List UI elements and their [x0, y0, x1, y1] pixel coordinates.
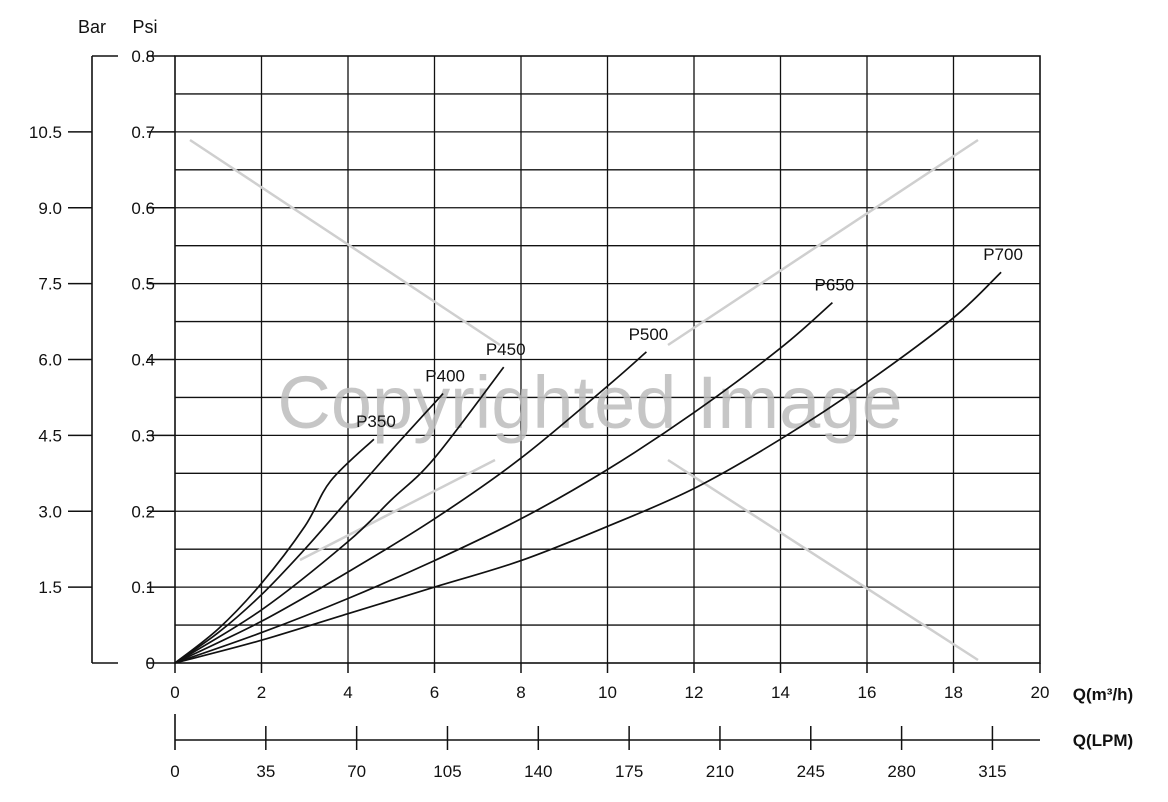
x-tick-label: 8 — [516, 683, 525, 702]
bar-axis-unit: Bar — [78, 17, 106, 37]
x-tick-label: 10 — [598, 683, 617, 702]
series-line-p450 — [174, 366, 505, 664]
series-label-p700: P700 — [983, 245, 1023, 264]
watermark-stroke — [189, 138, 501, 347]
psi-tick-label: 0.6 — [131, 199, 155, 218]
series-line-p400 — [174, 393, 444, 664]
x-tick-label: 12 — [685, 683, 704, 702]
psi-tick-label: 0.4 — [131, 351, 155, 370]
lpm-tick-label: 175 — [615, 762, 643, 781]
x-axis-title-flow: Q(m³/h) — [1073, 685, 1133, 704]
bar-tick-label: 6.0 — [38, 351, 62, 370]
psi-tick-label: 0 — [146, 654, 155, 673]
x-tick-label: 4 — [343, 683, 352, 702]
lpm-tick-label: 315 — [978, 762, 1006, 781]
lpm-tick-label: 35 — [256, 762, 275, 781]
psi-tick-label: 0.2 — [131, 502, 155, 521]
psi-tick-label: 0.7 — [131, 123, 155, 142]
x-tick-label: 6 — [430, 683, 439, 702]
watermark-stroke — [299, 458, 496, 562]
chart-axes: 1.5 3.0 4.5 6.0 7.5 9.0 10.5 0 0.1 0.2 0.3 0.4 0.5 0.… — [29, 47, 1050, 781]
series-line-p350 — [174, 438, 375, 664]
series-label-p350: P350 — [356, 412, 396, 431]
series-lines: P350 P400 P450 P500 P650 P700 — [174, 245, 1023, 664]
psi-tick-label: 0.3 — [131, 426, 155, 445]
plot-grid — [174, 55, 1041, 664]
psi-axis-unit: Psi — [132, 17, 157, 37]
series-label-p450: P450 — [486, 340, 526, 359]
psi-tick-label: 0.8 — [131, 47, 155, 66]
watermark-stroke — [667, 458, 979, 662]
bar-tick-label: 3.0 — [38, 502, 62, 521]
lpm-tick-label: 70 — [347, 762, 366, 781]
bar-tick-label: 4.5 — [38, 426, 62, 445]
lpm-tick-label: 280 — [887, 762, 915, 781]
lpm-tick-label: 105 — [433, 762, 461, 781]
x-tick-label: 14 — [771, 683, 790, 702]
x-axis-title-lpm: Q(LPM) — [1073, 731, 1133, 750]
bar-tick-label: 1.5 — [38, 578, 62, 597]
lpm-tick-label: 0 — [170, 762, 179, 781]
series-line-p700 — [174, 271, 1002, 664]
x-tick-label: 0 — [170, 683, 179, 702]
psi-tick-label: 0.5 — [131, 275, 155, 294]
series-line-p650 — [174, 301, 833, 664]
watermark-text: Copyrighted Image — [277, 361, 902, 444]
x-tick-label: 18 — [944, 683, 963, 702]
series-label-p400: P400 — [425, 367, 465, 386]
series-label-p650: P650 — [815, 276, 855, 295]
series-line-p500 — [174, 351, 647, 664]
lpm-tick-label: 210 — [706, 762, 734, 781]
x-tick-label: 20 — [1031, 683, 1050, 702]
bar-tick-label: 10.5 — [29, 123, 62, 142]
psi-tick-label: 0.1 — [131, 578, 155, 597]
x-tick-label: 16 — [858, 683, 877, 702]
watermark-stroke — [667, 138, 979, 347]
series-label-p500: P500 — [629, 325, 669, 344]
bar-tick-label: 9.0 — [38, 199, 62, 218]
x-tick-label: 2 — [257, 683, 266, 702]
lpm-tick-label: 245 — [797, 762, 825, 781]
lpm-tick-label: 140 — [524, 762, 552, 781]
bar-tick-label: 7.5 — [38, 275, 62, 294]
